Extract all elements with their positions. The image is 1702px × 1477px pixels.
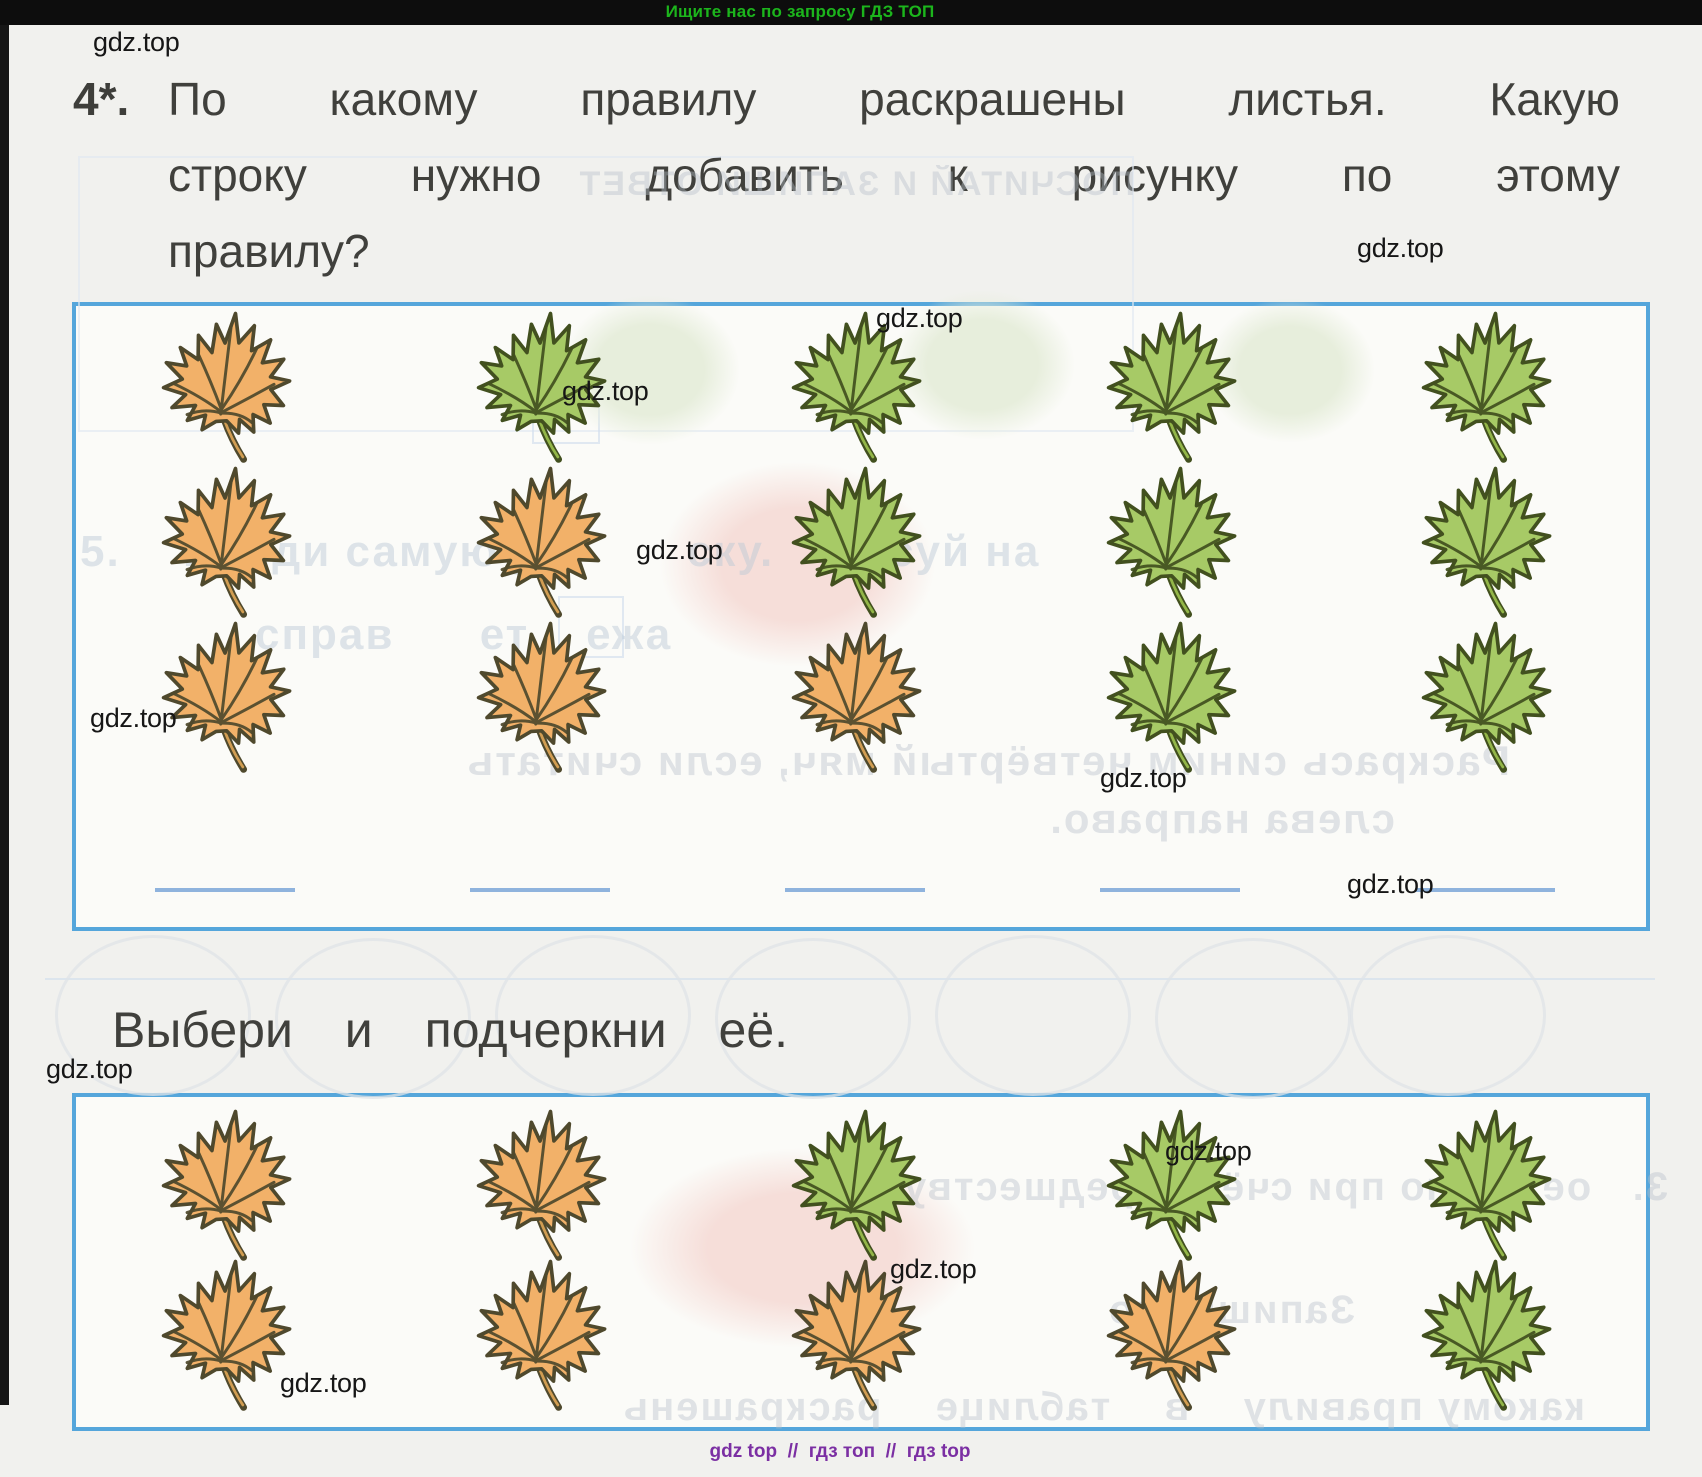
task-word: раскрашены (859, 73, 1126, 125)
bleed-circle (1155, 938, 1351, 1099)
maple-leaf-orange (1095, 1255, 1245, 1415)
gdz-watermark: gdz.top (46, 1054, 133, 1084)
instruction-text: Выбери и подчеркни её. (112, 1002, 789, 1058)
gdz-watermark: gdz.top (890, 1254, 977, 1284)
bleed-through-text: справ ет ежа (255, 610, 673, 659)
gdz-watermark: gdz.top (1347, 869, 1434, 899)
task-word: этому (1496, 149, 1620, 201)
maple-leaf-green (1410, 307, 1560, 467)
top-banner-bar: Ищите нас по запросу ГДЗ ТОП (0, 0, 1702, 25)
maple-leaf-orange (780, 617, 930, 777)
maple-leaf-green (780, 1105, 930, 1265)
maple-leaf-green (1410, 1255, 1560, 1415)
gdz-watermark: gdz.top (876, 303, 963, 333)
maple-leaf-green (1095, 462, 1245, 622)
bleed-through-text: ПОСЧИТАЙ И ЗАПИШИ ОТВЕТ (577, 165, 1135, 203)
bleed-rule-line (45, 978, 1655, 980)
gdz-watermark: gdz.top (562, 376, 649, 406)
gdz-watermark: gdz.top (1165, 1136, 1252, 1166)
task-word: правилу (580, 73, 757, 125)
gdz-watermark: gdz.top (636, 535, 723, 565)
maple-leaf-orange (465, 1105, 615, 1265)
bleed-circle (1350, 935, 1546, 1096)
maple-leaf-orange (150, 1255, 300, 1415)
task-word: по (1341, 149, 1393, 201)
maple-leaf-green (1410, 1105, 1560, 1265)
task-text-line-1: По какому правилу раскрашены листья. Какую (168, 72, 1620, 126)
scan-edge-strip (0, 25, 9, 1405)
bleed-circle (935, 935, 1131, 1096)
task-word: строку (168, 149, 307, 201)
bleed-through-text: 5. (80, 527, 121, 576)
maple-leaf-green (780, 462, 930, 622)
bleed-through-text: слева направо. (1048, 795, 1395, 842)
gdz-watermark: gdz.top (90, 703, 177, 733)
maple-leaf-orange (150, 1105, 300, 1265)
gdz-watermark: gdz.top (280, 1368, 367, 1398)
maple-leaf-orange (465, 462, 615, 622)
maple-leaf-green (1095, 617, 1245, 777)
task-text-line-3: правилу? (168, 225, 370, 277)
answer-blank-line (155, 888, 295, 892)
banner-text: Ищите нас по запросу ГДЗ ТОП (665, 2, 935, 21)
maple-leaf-orange (150, 617, 300, 777)
gdz-watermark: gdz.top (1100, 763, 1187, 793)
gdz-watermark: gdz.top (93, 27, 180, 57)
task-word: листья. (1228, 73, 1387, 125)
answer-blank-line (1415, 888, 1555, 892)
answer-blank-line (785, 888, 925, 892)
task-word: какому (329, 73, 478, 125)
maple-leaf-orange (150, 462, 300, 622)
answer-blank-line (1100, 888, 1240, 892)
maple-leaf-green (1410, 617, 1560, 777)
task-word: Какую (1489, 73, 1620, 125)
task-word: к (947, 149, 968, 201)
answer-blank-line (470, 888, 610, 892)
maple-leaf-green (1095, 1105, 1245, 1265)
task-number: 4*. (73, 73, 130, 125)
maple-leaf-orange (465, 1255, 615, 1415)
task-word: По (168, 73, 227, 125)
gdz-watermark: gdz.top (1357, 233, 1444, 263)
maple-leaf-orange (465, 617, 615, 777)
maple-leaf-orange (150, 307, 300, 467)
maple-leaf-green (1410, 462, 1560, 622)
footer-text: gdz top // гдз топ // гдз top (709, 1441, 971, 1462)
maple-leaf-green (1095, 307, 1245, 467)
